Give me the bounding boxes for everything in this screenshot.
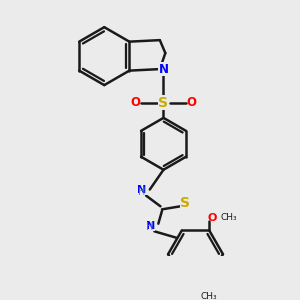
Text: H: H [138, 187, 145, 197]
Text: S: S [181, 196, 190, 210]
Text: N: N [137, 185, 147, 195]
Text: O: O [130, 96, 140, 109]
Text: N: N [158, 63, 169, 76]
Text: CH₃: CH₃ [201, 292, 217, 300]
Text: O: O [208, 213, 217, 223]
Text: S: S [158, 96, 169, 110]
Text: O: O [187, 96, 197, 109]
Text: N: N [146, 221, 155, 231]
Text: CH₃: CH₃ [221, 213, 237, 222]
Text: H: H [146, 222, 154, 233]
